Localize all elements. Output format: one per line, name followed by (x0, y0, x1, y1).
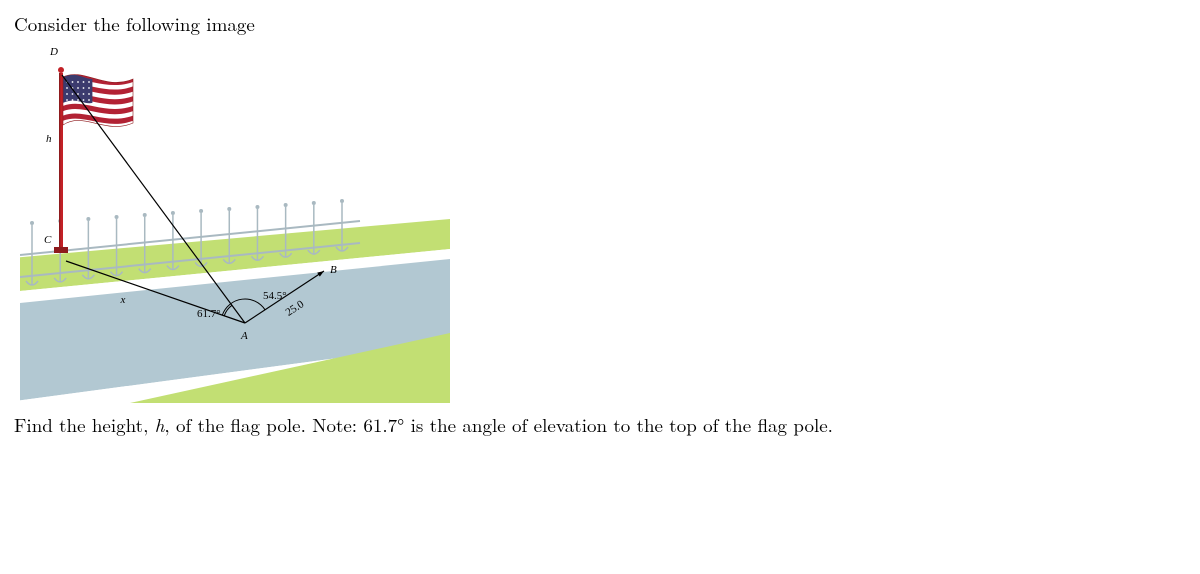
svg-text:B: B (330, 264, 337, 276)
diagram-svg: DCABhx61.7°54.5°25.0 (20, 43, 450, 403)
question-part-2: , of the flag pole. Note: (164, 411, 363, 438)
angle-value: 61.7° (363, 411, 404, 438)
question-part-3: is the angle of elevation to the top of … (404, 411, 833, 438)
svg-text:A: A (240, 330, 248, 342)
prompt-text: Consider the following image (14, 10, 1186, 37)
variable-h: h (155, 411, 165, 438)
svg-text:x: x (120, 294, 126, 306)
svg-text:C: C (44, 234, 52, 246)
question-text: Find the height, h, of the flag pole. No… (14, 411, 1186, 438)
svg-text:61.7°: 61.7° (197, 308, 221, 320)
svg-text:h: h (46, 133, 52, 145)
svg-text:D: D (49, 46, 58, 58)
trig-flagpole-diagram: DCABhx61.7°54.5°25.0 (20, 43, 450, 403)
svg-text:54.5°: 54.5° (263, 290, 287, 302)
question-part-1: Find the height, (14, 411, 155, 438)
